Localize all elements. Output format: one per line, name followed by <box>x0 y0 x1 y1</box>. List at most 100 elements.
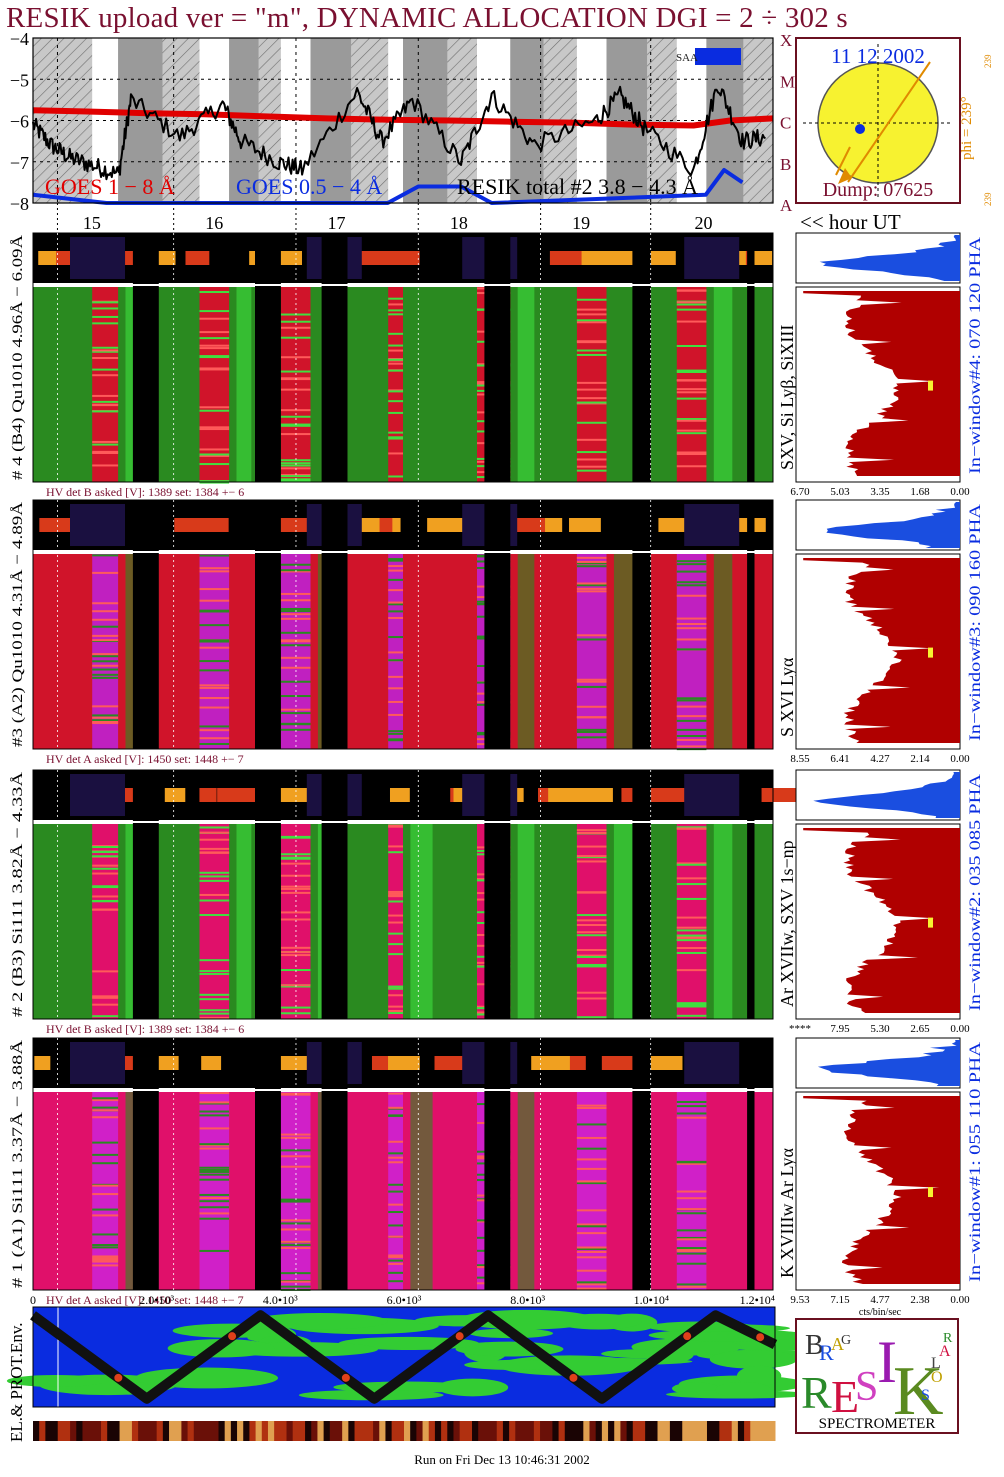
spectrogram-row <box>199 317 230 320</box>
eclipse-band <box>484 770 511 1019</box>
spectrogram-row <box>676 1236 707 1239</box>
line-label: Ar XVIIw, SXV 1s−np <box>777 840 797 1007</box>
heat-cell <box>601 1421 609 1441</box>
spectrogram-row <box>676 1005 707 1008</box>
spectrogram-row <box>388 914 403 917</box>
spectrogram-row <box>576 582 607 585</box>
spectrogram-row <box>388 675 403 678</box>
spectrogram-block <box>199 554 230 749</box>
logo-letter: S <box>855 1364 878 1410</box>
heat-cell <box>82 1421 90 1441</box>
channel-panel: # 4 (B4) Qu1010 4.96Å − 6.09Å SXV, Si Lyβ… <box>10 232 984 499</box>
spectrogram-row <box>388 1262 403 1265</box>
spectrogram-row <box>92 1162 119 1165</box>
eclipse-band <box>132 1038 159 1290</box>
eclipse-band <box>484 500 511 749</box>
spectrogram-row <box>92 1184 119 1187</box>
spectrogram-row <box>576 914 607 917</box>
spectrogram-row <box>388 845 403 848</box>
spectrogram-row <box>280 1244 311 1247</box>
spectrogram-row <box>576 451 607 454</box>
spectrogram-row <box>199 344 230 347</box>
phi-top-tick: 239 <box>983 54 993 68</box>
heat-cell <box>465 1421 473 1441</box>
flare-class-label: M <box>780 72 795 91</box>
spectrogram-row <box>92 410 119 413</box>
spectrum-histogram <box>803 558 960 743</box>
pha-streak <box>761 788 774 802</box>
spectrogram-row <box>388 362 403 365</box>
spectrogram-row <box>388 603 403 606</box>
spectrogram-row <box>199 1200 230 1203</box>
spectrum-tick: 8.55 <box>790 753 810 765</box>
spectrogram-row <box>676 451 707 454</box>
heat-cell <box>416 1421 424 1441</box>
orbit-x-tick: 0 <box>30 1293 36 1307</box>
spectrogram-row <box>676 969 707 972</box>
spectrogram-row <box>388 700 403 703</box>
spectrogram-row <box>388 589 403 592</box>
spectrogram-row <box>199 610 230 613</box>
heat-cell <box>645 1421 652 1441</box>
heat-cell <box>113 1421 121 1441</box>
spectrogram-band <box>517 1092 535 1290</box>
eclipse-band <box>632 770 651 1019</box>
spectrogram-row <box>676 344 707 347</box>
spectrogram-row <box>676 705 707 708</box>
spectrogram-row <box>280 607 311 610</box>
heat-cell <box>206 1421 213 1441</box>
spectrogram-row <box>92 886 119 889</box>
pha-noise-block <box>70 774 125 816</box>
spectrogram-row <box>199 331 230 334</box>
spectrogram-row <box>576 1225 607 1228</box>
heat-cell <box>608 1421 615 1441</box>
heat-cell <box>255 1421 263 1441</box>
heat-cell <box>366 1421 374 1441</box>
heat-cell <box>298 1421 306 1441</box>
spectrogram-row <box>199 831 230 834</box>
spectrogram-band <box>613 554 635 749</box>
spectrogram-block <box>280 1092 311 1290</box>
spectrogram-row <box>676 594 707 597</box>
spectrogram-row <box>280 1219 311 1222</box>
spectrogram-row <box>676 429 707 432</box>
spectrogram-row <box>576 731 607 734</box>
logo-letter: I <box>877 1329 897 1395</box>
in-window-label: In−window#4: 070 120 PHA <box>967 236 984 474</box>
spectrogram-row <box>199 448 230 451</box>
spectrogram-row <box>576 397 607 400</box>
spectrogram-band <box>713 554 733 749</box>
pha-streak <box>548 788 571 802</box>
spectrogram-row <box>388 1235 403 1238</box>
spectrogram-band <box>236 824 252 1019</box>
spectrogram-row <box>676 1100 707 1103</box>
spectrogram-row <box>388 943 403 946</box>
logo-letter: R <box>819 1340 834 1365</box>
spectrogram-row <box>92 1246 119 1249</box>
eclipse-band <box>484 1038 511 1290</box>
pha-streak <box>201 1056 222 1070</box>
spectrogram-row <box>199 1102 230 1105</box>
hv-status: HV det A asked [V]: 1450 set: 1448 +− 7 <box>46 752 244 766</box>
spectrogram-row <box>92 899 119 902</box>
spectrogram-row <box>576 1107 607 1110</box>
heat-cell <box>713 1421 720 1441</box>
logo-letter: R <box>801 1367 832 1418</box>
spectrogram-row <box>388 892 403 895</box>
spectrum-tick: 0.00 <box>950 753 970 765</box>
spectrogram-row <box>576 298 607 301</box>
spectrogram-row <box>388 297 403 300</box>
y-tick-label: −6 <box>10 112 29 132</box>
heat-cell <box>496 1421 504 1441</box>
eclipse-band <box>255 770 281 1019</box>
spectrogram-row <box>576 855 607 858</box>
spectrogram-row <box>280 464 311 467</box>
spectrogram-row <box>92 1208 119 1211</box>
spectrogram-row <box>576 1016 607 1019</box>
spectrogram-row <box>92 705 119 708</box>
spectrogram-row <box>199 972 230 975</box>
spectrogram-row <box>388 344 403 347</box>
legend-resik: RESIK total #2 3.8 − 4.3 Å <box>457 174 698 199</box>
spectrogram-row <box>388 921 403 924</box>
